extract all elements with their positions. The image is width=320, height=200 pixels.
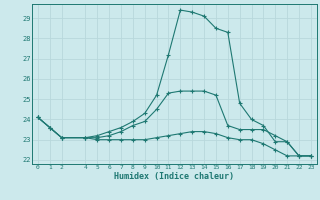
X-axis label: Humidex (Indice chaleur): Humidex (Indice chaleur) <box>115 172 234 181</box>
